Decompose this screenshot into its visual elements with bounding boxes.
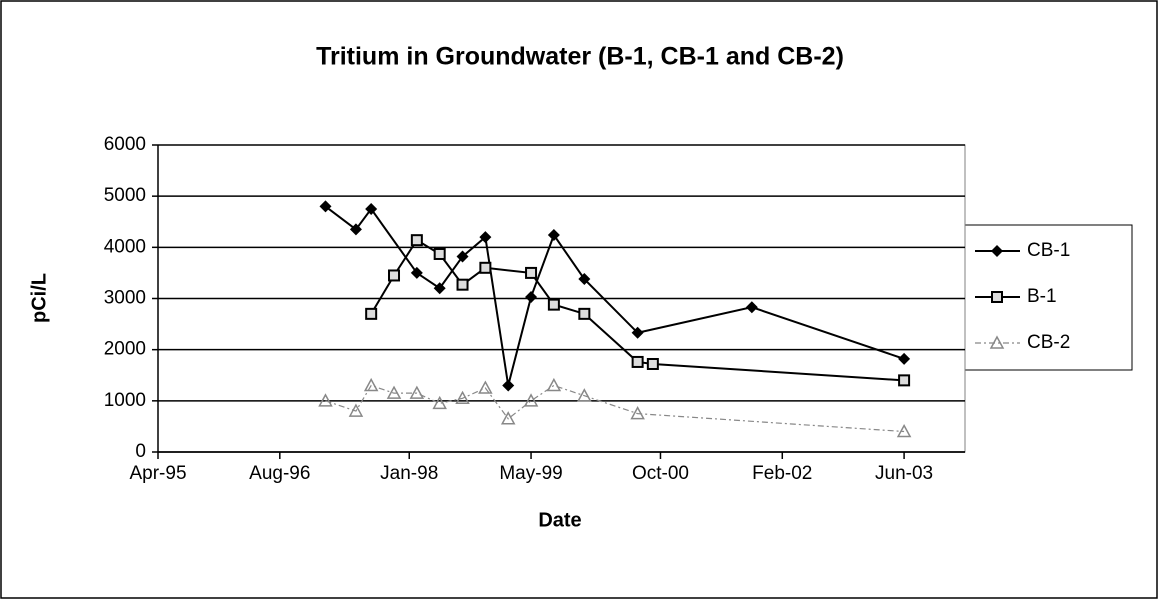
marker <box>525 290 538 303</box>
marker <box>898 374 911 387</box>
marker <box>456 278 469 291</box>
x-tick-label: Aug-96 <box>249 463 310 484</box>
legend-label: CB-2 <box>1027 332 1070 353</box>
marker <box>455 390 470 405</box>
marker <box>577 388 592 402</box>
marker <box>348 403 364 417</box>
legend-label: CB-1 <box>1027 240 1070 261</box>
marker <box>523 393 539 407</box>
y-tick-label: 3000 <box>104 288 146 309</box>
series-line <box>324 205 905 386</box>
marker <box>388 269 401 282</box>
marker <box>745 301 758 314</box>
marker <box>433 282 446 295</box>
x-tick-label: Feb-02 <box>752 463 812 484</box>
marker <box>500 411 516 425</box>
chart-title: Tritium in Groundwater (B-1, CB-1 and CB… <box>316 43 844 71</box>
marker <box>365 202 378 215</box>
marker <box>432 395 447 410</box>
x-tick-label: Jan-98 <box>380 463 438 484</box>
marker <box>578 273 591 286</box>
marker <box>631 326 644 339</box>
y-tick-label: 4000 <box>104 236 146 257</box>
legend-marker <box>989 335 1005 349</box>
marker <box>631 355 644 368</box>
marker <box>410 266 423 279</box>
legend-label: B-1 <box>1027 286 1057 307</box>
legend-marker <box>991 291 1003 303</box>
marker <box>646 357 659 370</box>
x-tick-label: May-99 <box>499 463 562 484</box>
marker <box>478 380 493 394</box>
marker <box>365 307 378 320</box>
marker <box>318 393 333 407</box>
marker <box>630 406 645 420</box>
x-axis-title: Date <box>538 509 581 531</box>
y-tick-label: 5000 <box>104 185 146 206</box>
marker <box>547 298 560 311</box>
y-tick-label: 2000 <box>104 339 146 360</box>
marker <box>547 229 560 242</box>
marker <box>546 377 562 392</box>
marker <box>433 247 446 260</box>
marker <box>479 261 492 274</box>
marker <box>578 307 591 320</box>
x-tick-label: Oct-00 <box>632 463 689 484</box>
marker <box>409 385 425 399</box>
marker <box>479 231 492 244</box>
marker <box>896 423 912 438</box>
marker <box>349 223 362 236</box>
x-tick-label: Apr-95 <box>129 463 186 484</box>
marker <box>898 352 911 365</box>
marker <box>363 377 379 392</box>
y-tick-label: 1000 <box>104 390 146 411</box>
legend-marker <box>991 245 1003 257</box>
marker <box>502 379 515 392</box>
x-tick-label: Jun-03 <box>875 463 933 484</box>
marker <box>410 234 423 247</box>
y-tick-label: 6000 <box>104 134 146 155</box>
marker <box>319 200 332 213</box>
marker <box>386 385 402 399</box>
y-tick-label: 0 <box>135 441 146 462</box>
y-axis-title: pCi/L <box>28 273 50 323</box>
marker <box>525 266 538 279</box>
marker <box>456 250 469 263</box>
